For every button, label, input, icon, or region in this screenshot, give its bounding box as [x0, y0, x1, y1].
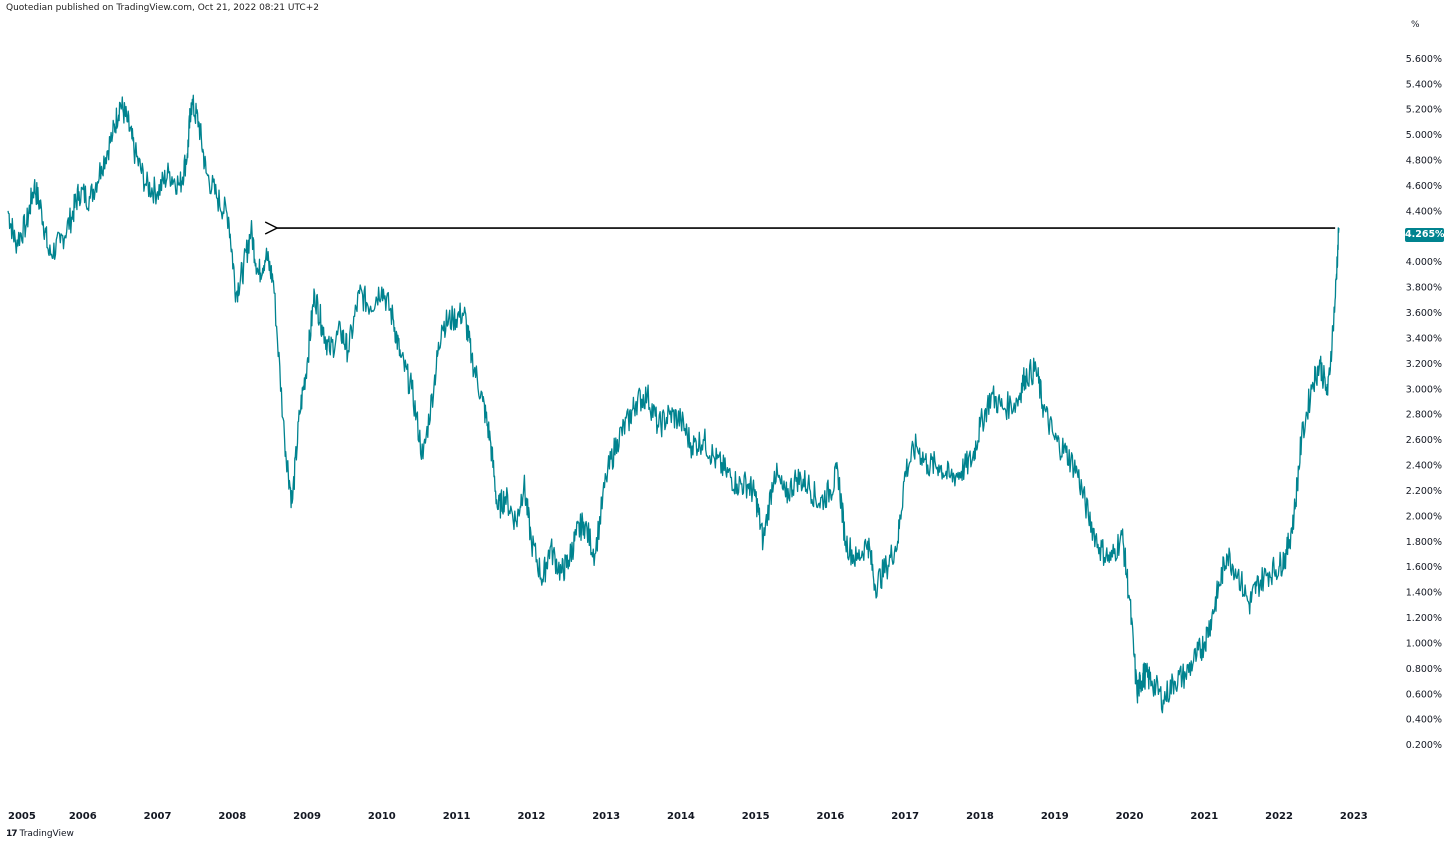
y-tick-label: 1.200% — [1406, 613, 1442, 624]
x-tick-label: 2022 — [1265, 811, 1293, 822]
y-tick-label: 3.800% — [1406, 283, 1442, 294]
x-tick-label: 2015 — [742, 811, 770, 822]
y-tick-label: 1.000% — [1406, 638, 1442, 649]
yield-series-line — [7, 94, 1340, 714]
tradingview-logo-icon: 17 — [6, 829, 17, 839]
y-axis-unit-label: % — [1411, 20, 1420, 30]
y-tick-label: 5.600% — [1406, 54, 1442, 65]
y-tick-label: 3.000% — [1406, 384, 1442, 395]
x-tick-label: 2020 — [1116, 811, 1144, 822]
y-tick-label: 2.600% — [1406, 435, 1442, 446]
y-tick-label: 0.200% — [1406, 740, 1442, 751]
y-tick-label: 4.400% — [1406, 206, 1442, 217]
y-tick-label: 3.600% — [1406, 308, 1442, 319]
tradingview-logo: 17 TradingView — [6, 829, 74, 839]
y-tick-label: 1.800% — [1406, 537, 1442, 548]
last-value-badge: 4.265% — [1405, 228, 1445, 242]
y-tick-label: 4.000% — [1406, 257, 1442, 268]
x-tick-label: 2019 — [1041, 811, 1069, 822]
x-tick-label: 2011 — [443, 811, 471, 822]
x-tick-label: 2023 — [1340, 811, 1368, 822]
x-tick-label: 2016 — [817, 811, 845, 822]
y-tick-label: 5.400% — [1406, 79, 1442, 90]
y-axis: 0.200% 0.400% 0.600% 0.800% 1.000% 1.200% 1.40… — [1406, 54, 1442, 751]
x-tick-label: 2006 — [69, 811, 97, 822]
tradingview-logo-text: TradingView — [19, 829, 74, 839]
x-axis: 2005 2006 2007 2008 2009 2010 2011 2012 2013 2014… — [8, 811, 1368, 822]
y-tick-label: 0.800% — [1406, 664, 1442, 675]
x-tick-label: 2007 — [144, 811, 172, 822]
x-tick-label: 2008 — [218, 811, 246, 822]
y-tick-label: 3.400% — [1406, 333, 1442, 344]
x-tick-label: 2010 — [368, 811, 396, 822]
y-tick-label: 1.400% — [1406, 588, 1442, 599]
x-tick-label: 2017 — [891, 811, 919, 822]
x-tick-label: 2018 — [966, 811, 994, 822]
y-tick-label: 2.200% — [1406, 486, 1442, 497]
x-tick-label: 2005 — [8, 811, 36, 822]
x-tick-label: 2014 — [667, 811, 695, 822]
y-tick-label: 0.400% — [1406, 715, 1442, 726]
x-tick-label: 2021 — [1190, 811, 1218, 822]
publisher-caption: Quotedian published on TradingView.com, … — [6, 3, 319, 13]
y-tick-label: 2.400% — [1406, 461, 1442, 472]
y-tick-label: 1.600% — [1406, 562, 1442, 573]
y-tick-label: 4.800% — [1406, 156, 1442, 167]
y-tick-label: 4.600% — [1406, 181, 1442, 192]
x-tick-label: 2013 — [592, 811, 620, 822]
y-tick-label: 5.000% — [1406, 130, 1442, 141]
x-tick-label: 2009 — [293, 811, 321, 822]
x-tick-label: 2012 — [517, 811, 545, 822]
y-tick-label: 2.800% — [1406, 410, 1442, 421]
y-tick-label: 0.600% — [1406, 689, 1442, 700]
y-tick-label: 5.200% — [1406, 105, 1442, 116]
y-tick-label: 3.200% — [1406, 359, 1442, 370]
y-tick-label: 2.000% — [1406, 511, 1442, 522]
